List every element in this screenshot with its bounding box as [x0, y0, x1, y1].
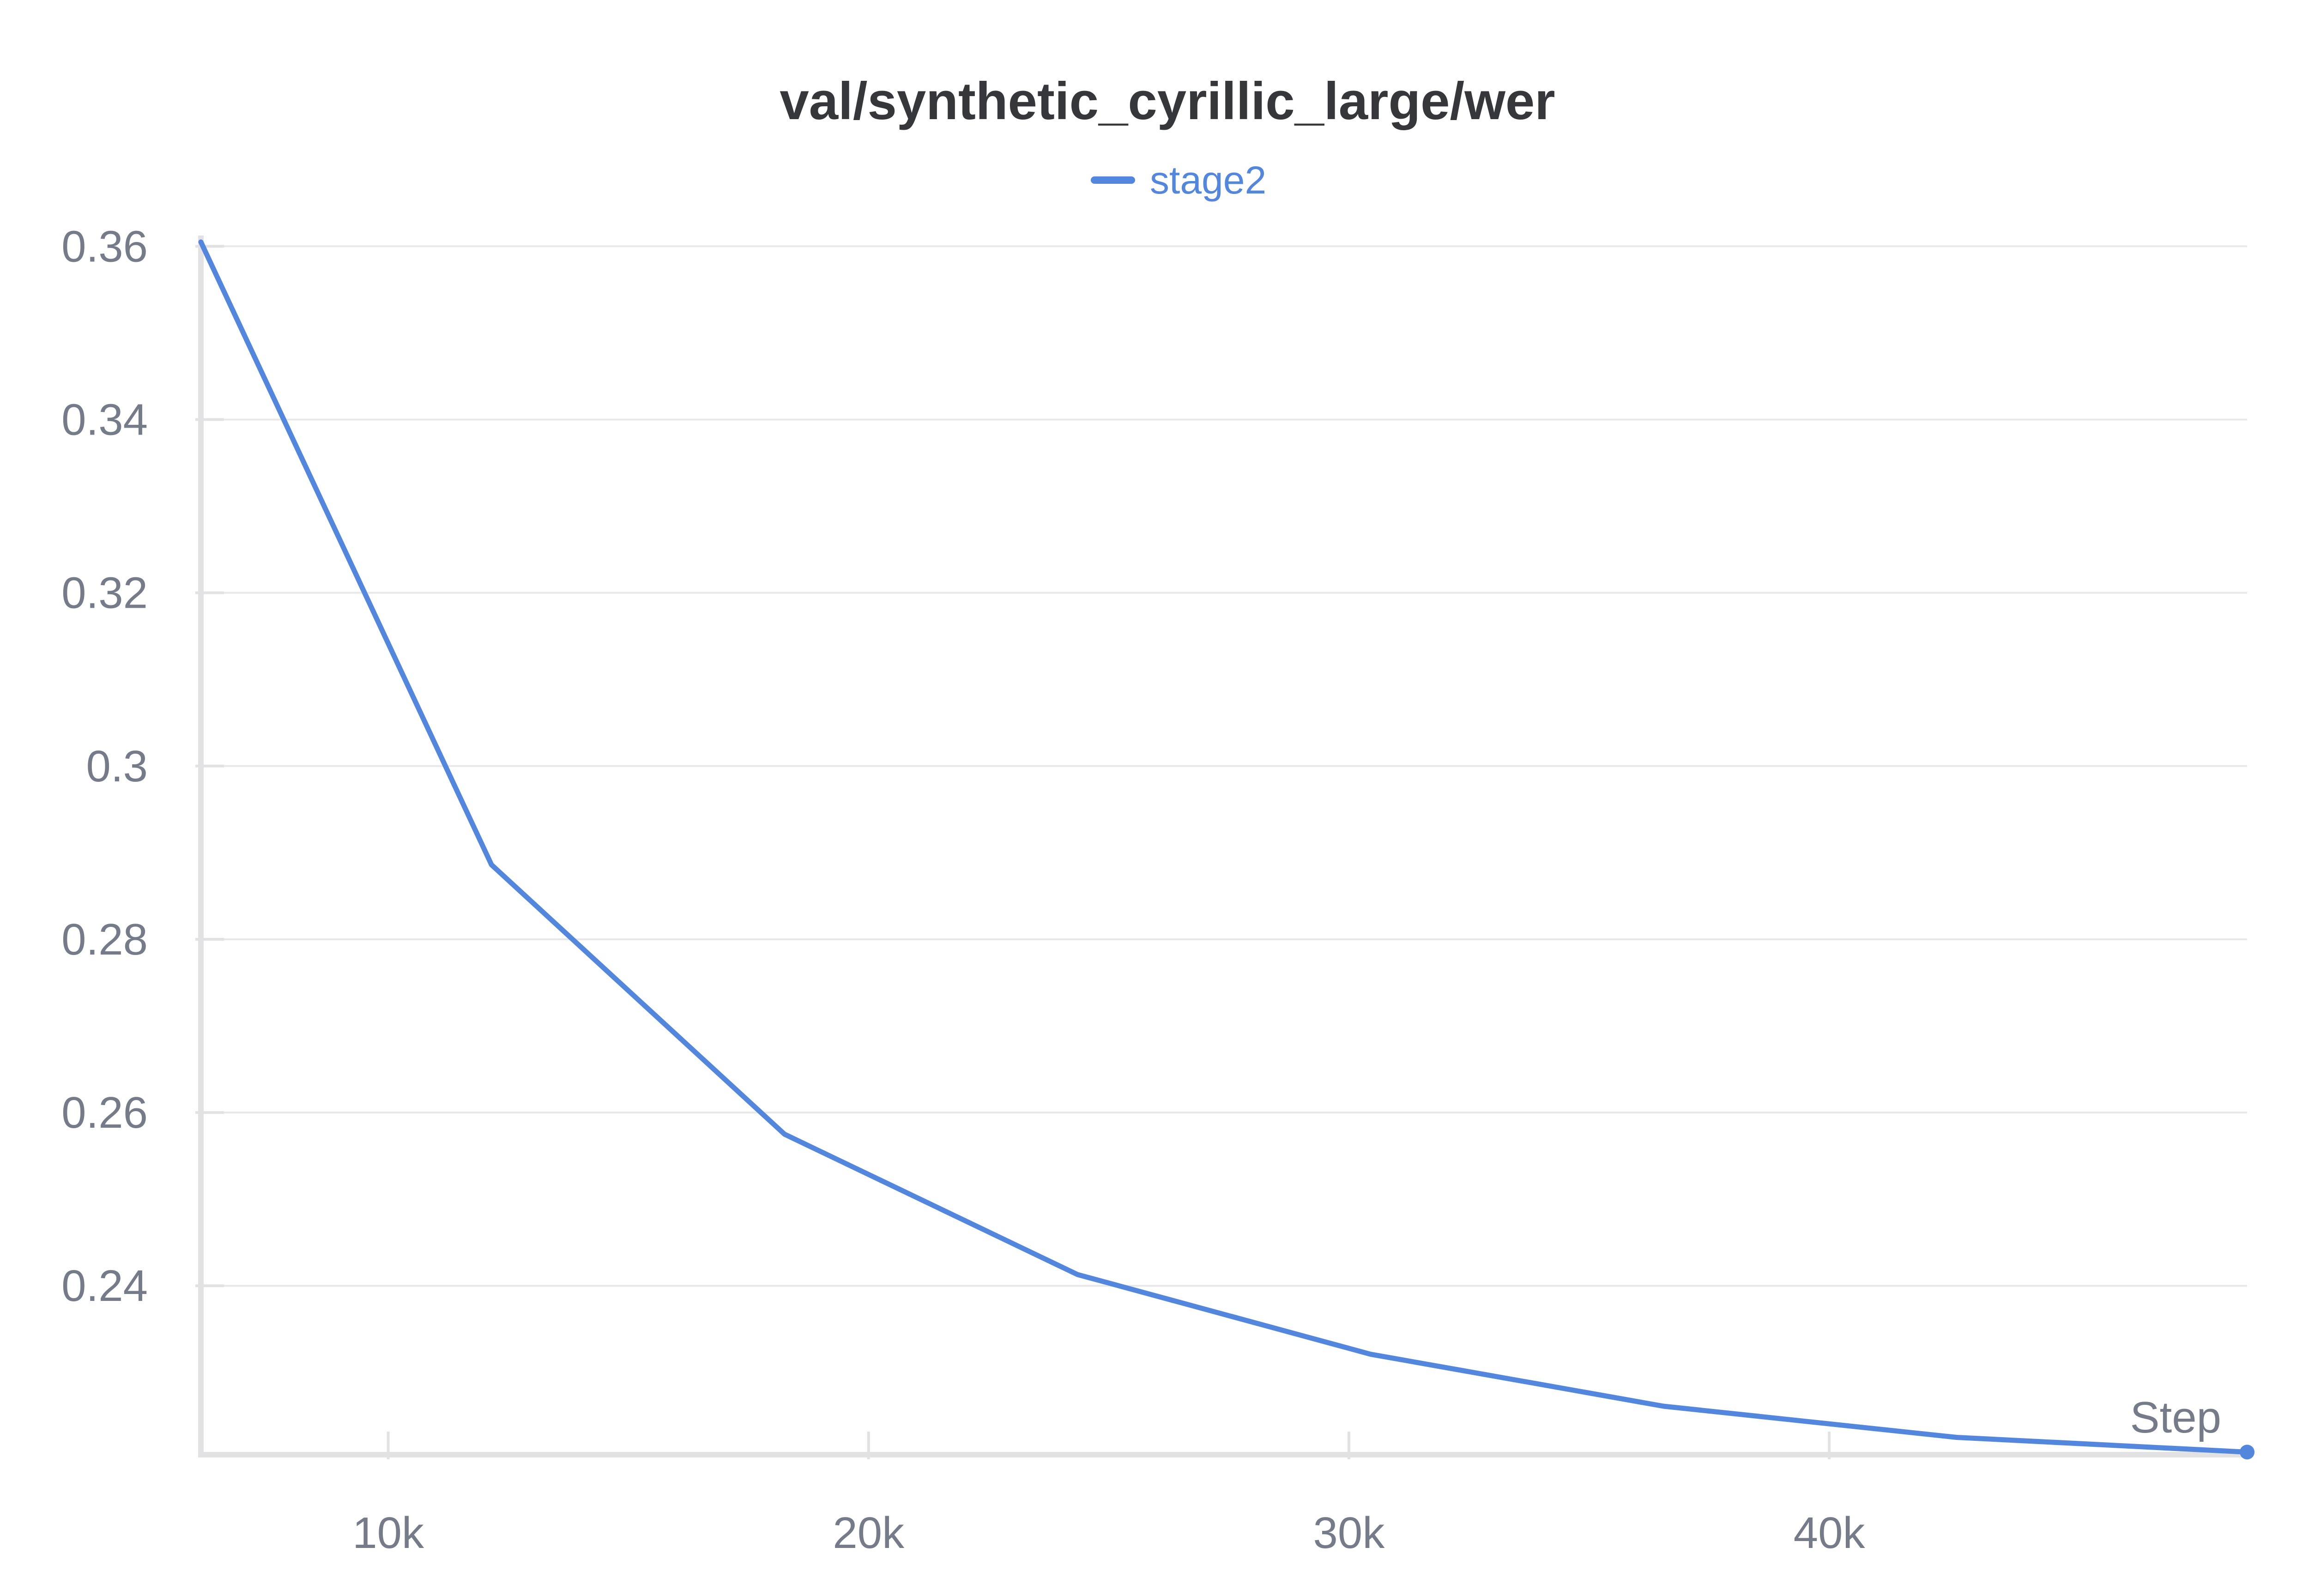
x-axis-label: Step — [2130, 1393, 2221, 1442]
x-tick-label: 10k — [352, 1508, 424, 1558]
legend-label-stage2: stage2 — [1150, 158, 1266, 202]
x-tick-label: 40k — [1794, 1508, 1866, 1558]
series-last-point-stage2[interactable] — [2240, 1445, 2255, 1460]
y-tick-label: 0.24 — [61, 1261, 148, 1311]
grid — [201, 245, 2247, 1287]
series-group[interactable] — [198, 239, 2255, 1460]
y-tick-label: 0.34 — [61, 395, 148, 445]
y-axis-ticks: 0.24 0.26 0.28 0.3 0.32 0.34 0.36 — [61, 222, 224, 1311]
y-tick-label: 0.32 — [61, 568, 148, 618]
x-tick-label: 30k — [1313, 1508, 1385, 1558]
y-tick-label: 0.3 — [86, 742, 148, 791]
legend[interactable]: stage2 — [1091, 158, 1266, 202]
y-tick-label: 0.36 — [61, 222, 148, 271]
x-axis-ticks: 10k 20k 30k 40k — [352, 1432, 1865, 1558]
y-tick-label: 0.28 — [61, 915, 148, 964]
chart-title: val/synthetic_cyrillic_large/wer — [780, 72, 1555, 131]
series-line-stage2[interactable] — [198, 239, 2250, 1455]
y-tick-label: 0.26 — [61, 1088, 148, 1137]
x-tick-label: 20k — [833, 1508, 905, 1558]
